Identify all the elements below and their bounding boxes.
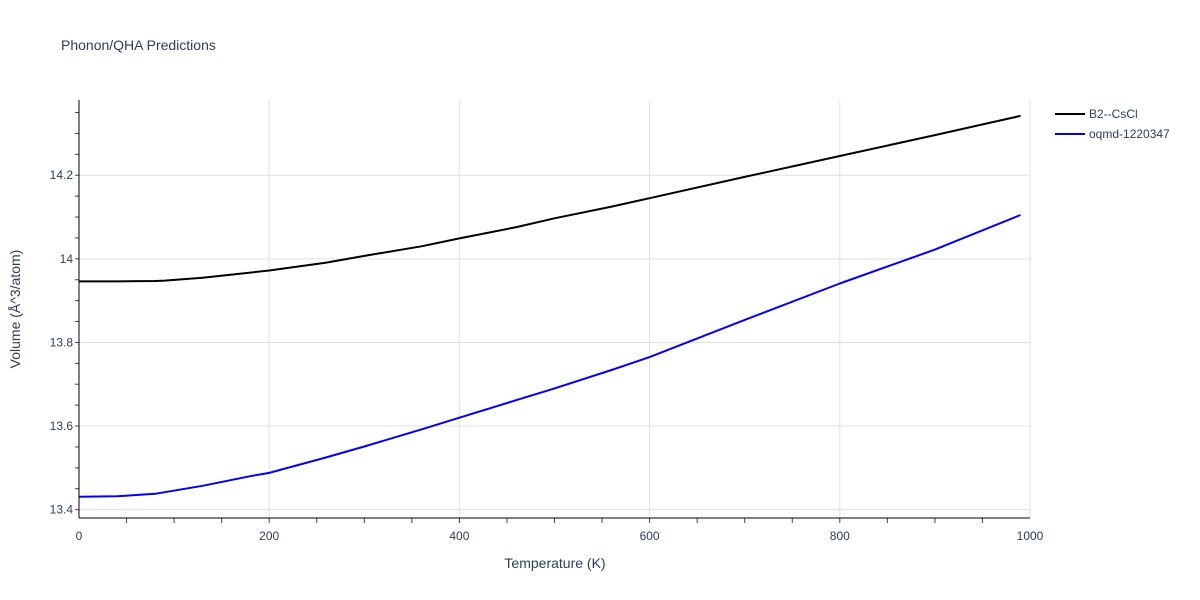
y-tick-label: 14.2	[50, 168, 74, 182]
chart-title: Phonon/QHA Predictions	[61, 37, 216, 53]
grid	[79, 100, 1031, 518]
legend-label: B2--CsCl	[1089, 107, 1138, 121]
x-tick-label: 400	[449, 529, 469, 543]
legend[interactable]: B2--CsCl oqmd-1220347	[1055, 107, 1170, 141]
y-tick-label: 14	[60, 252, 74, 266]
x-axis-label: Temperature (K)	[504, 555, 605, 571]
legend-label: oqmd-1220347	[1089, 127, 1170, 141]
x-tick-label: 0	[76, 529, 83, 543]
x-tick-label: 1000	[1017, 529, 1044, 543]
x-tick-label: 800	[830, 529, 850, 543]
legend-item[interactable]: oqmd-1220347	[1055, 127, 1170, 141]
x-tick-labels: 0 200 400 600 800 1000	[76, 529, 1044, 543]
legend-item[interactable]: B2--CsCl	[1055, 107, 1138, 121]
x-tick-label: 200	[259, 529, 279, 543]
y-axis-label: Volume (Å^3/atom)	[7, 250, 23, 369]
x-tick-label: 600	[640, 529, 660, 543]
y-tick-labels: 13.4 13.6 13.8 14 14.2	[50, 168, 74, 516]
y-tick-label: 13.8	[50, 335, 74, 349]
y-tick-label: 13.4	[50, 503, 74, 517]
series-line-1	[79, 114, 1021, 283]
series-line-2	[78, 214, 1021, 498]
y-tick-label: 13.6	[50, 419, 74, 433]
x-minor-ticks	[75, 112, 983, 523]
series-layer	[78, 114, 1021, 498]
